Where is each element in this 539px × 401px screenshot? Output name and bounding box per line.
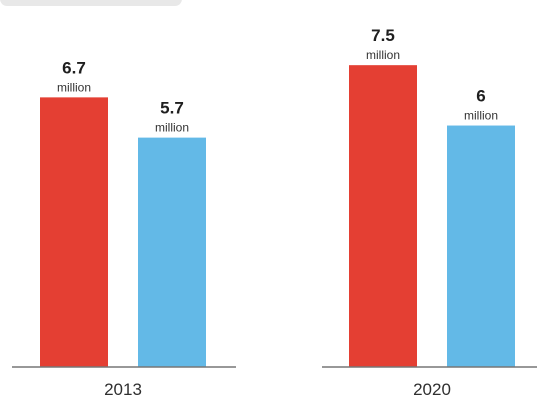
- data-label-unit: million: [464, 109, 498, 123]
- bar-2013-series-1: [40, 97, 108, 368]
- x-tick-label-2013: 2013: [104, 380, 142, 399]
- bar-2013-series-2: [138, 137, 206, 367]
- data-label-value: 7.5: [371, 26, 395, 45]
- bar-2020-series-1: [349, 65, 417, 368]
- data-label-value: 6.7: [62, 58, 86, 77]
- data-label-value: 5.7: [160, 99, 184, 118]
- data-label-unit: million: [155, 121, 189, 135]
- cropped-chart-title: [0, 0, 182, 6]
- data-label-unit: million: [57, 80, 91, 94]
- bar-2020-series-2: [447, 125, 515, 367]
- x-tick-label-2020: 2020: [413, 380, 451, 399]
- data-label-unit: million: [366, 48, 400, 62]
- data-label-value: 6: [476, 87, 485, 106]
